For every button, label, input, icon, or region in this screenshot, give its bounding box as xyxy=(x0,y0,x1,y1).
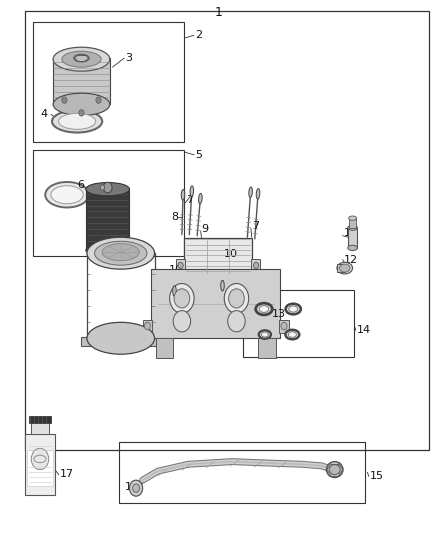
Bar xyxy=(25,434,55,495)
Ellipse shape xyxy=(326,462,343,478)
Ellipse shape xyxy=(249,187,252,198)
Circle shape xyxy=(173,311,191,332)
Ellipse shape xyxy=(95,241,147,265)
Circle shape xyxy=(31,448,49,470)
Bar xyxy=(31,423,49,434)
Bar xyxy=(27,450,53,486)
Text: 14: 14 xyxy=(357,325,371,335)
Bar xyxy=(53,58,110,104)
Ellipse shape xyxy=(259,305,269,312)
Text: 17: 17 xyxy=(60,469,74,479)
Bar xyxy=(349,218,356,228)
Text: 7: 7 xyxy=(186,195,194,205)
Ellipse shape xyxy=(349,216,357,220)
Circle shape xyxy=(254,262,259,269)
Bar xyxy=(155,338,173,359)
Ellipse shape xyxy=(198,193,202,204)
Ellipse shape xyxy=(339,264,350,272)
Circle shape xyxy=(228,311,245,332)
Bar xyxy=(184,238,252,274)
Circle shape xyxy=(103,182,112,193)
Text: 2: 2 xyxy=(195,30,202,41)
Ellipse shape xyxy=(45,182,89,207)
Ellipse shape xyxy=(190,186,194,196)
Ellipse shape xyxy=(87,237,155,269)
Bar xyxy=(25,11,428,450)
Ellipse shape xyxy=(53,47,110,71)
Bar xyxy=(337,264,345,272)
Bar xyxy=(33,150,184,256)
Circle shape xyxy=(174,289,190,308)
Text: 10: 10 xyxy=(169,265,183,275)
Circle shape xyxy=(133,484,140,492)
Circle shape xyxy=(96,97,101,103)
Ellipse shape xyxy=(181,190,185,200)
Ellipse shape xyxy=(348,225,357,230)
Ellipse shape xyxy=(62,51,101,67)
Ellipse shape xyxy=(256,189,260,199)
Ellipse shape xyxy=(288,332,297,337)
Ellipse shape xyxy=(289,306,298,312)
Ellipse shape xyxy=(59,114,95,130)
Ellipse shape xyxy=(259,330,271,339)
Text: 12: 12 xyxy=(343,255,357,264)
Circle shape xyxy=(178,262,183,269)
Circle shape xyxy=(170,284,194,313)
Text: 5: 5 xyxy=(195,150,202,160)
Ellipse shape xyxy=(102,244,139,261)
Ellipse shape xyxy=(74,54,89,62)
Text: 15: 15 xyxy=(370,472,384,481)
Bar xyxy=(86,189,130,251)
Bar xyxy=(143,320,152,333)
Text: 11: 11 xyxy=(343,228,357,238)
Text: 4: 4 xyxy=(40,109,47,119)
Ellipse shape xyxy=(87,322,155,354)
Bar xyxy=(258,338,276,359)
Circle shape xyxy=(145,322,150,330)
Circle shape xyxy=(224,284,249,313)
Ellipse shape xyxy=(53,93,110,116)
Circle shape xyxy=(62,97,67,103)
Bar xyxy=(33,22,184,142)
Ellipse shape xyxy=(256,303,272,315)
Ellipse shape xyxy=(86,182,130,196)
Ellipse shape xyxy=(337,262,353,274)
Bar xyxy=(348,228,357,248)
Ellipse shape xyxy=(221,280,224,291)
Circle shape xyxy=(100,185,105,190)
Text: 16: 16 xyxy=(125,482,139,492)
Ellipse shape xyxy=(286,304,301,314)
Ellipse shape xyxy=(286,330,299,340)
Bar xyxy=(29,416,51,423)
Ellipse shape xyxy=(51,185,83,204)
Ellipse shape xyxy=(173,286,176,296)
Bar xyxy=(279,320,289,333)
Circle shape xyxy=(281,322,287,330)
Ellipse shape xyxy=(52,110,102,133)
Text: 6: 6 xyxy=(77,180,84,190)
Ellipse shape xyxy=(261,332,268,337)
Text: 1: 1 xyxy=(215,6,223,19)
Bar xyxy=(243,290,354,357)
Ellipse shape xyxy=(86,245,130,256)
Bar xyxy=(176,259,185,272)
Text: 7: 7 xyxy=(252,221,259,231)
Text: 3: 3 xyxy=(125,53,132,63)
Ellipse shape xyxy=(329,465,340,474)
Circle shape xyxy=(229,289,244,308)
Text: 8: 8 xyxy=(171,212,178,222)
Bar xyxy=(251,259,260,272)
Ellipse shape xyxy=(348,245,357,251)
Bar xyxy=(81,337,160,346)
Text: 9: 9 xyxy=(201,224,208,234)
Circle shape xyxy=(79,110,84,116)
Bar xyxy=(151,269,280,338)
Text: 10: 10 xyxy=(223,249,237,259)
Bar xyxy=(119,442,365,503)
Text: 13: 13 xyxy=(272,309,286,319)
Circle shape xyxy=(130,480,143,496)
